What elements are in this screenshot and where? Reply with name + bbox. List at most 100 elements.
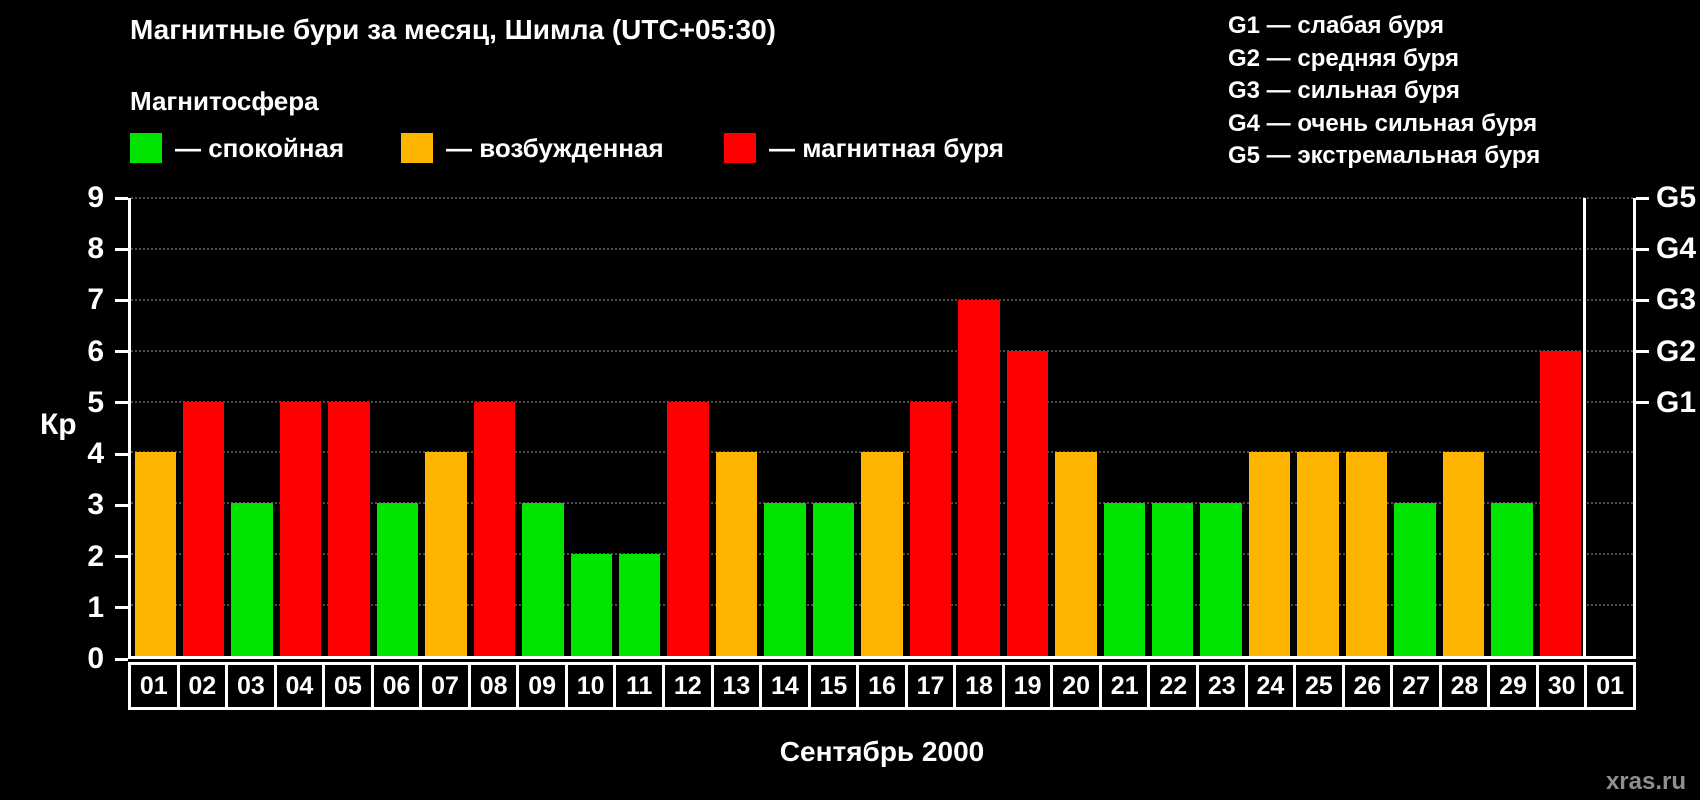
day-cell-5: 05 bbox=[325, 662, 374, 710]
kp-bar-day-08 bbox=[473, 401, 516, 656]
legend-swatch-storm bbox=[724, 133, 756, 163]
kp-bar-day-26 bbox=[1345, 452, 1388, 656]
month-separator-line bbox=[1583, 198, 1587, 656]
y-tick-3 bbox=[115, 503, 128, 507]
legend-swatch-excited bbox=[401, 133, 433, 163]
g-scale-line-4: G4 — очень сильная буря bbox=[1228, 109, 1538, 137]
day-cell-27: 27 bbox=[1393, 662, 1442, 710]
right-tick-G5 bbox=[1636, 196, 1649, 200]
storm-scale-legend: G1 — слабая буря G2 — средняя буря G3 — си… bbox=[1228, 10, 1540, 173]
watermark: xras.ru bbox=[1605, 768, 1686, 795]
kp-bar-day-20 bbox=[1055, 452, 1097, 656]
y-tick-2 bbox=[115, 555, 128, 559]
kp-bar-day-03 bbox=[231, 503, 273, 656]
day-cell-10: 10 bbox=[567, 662, 617, 710]
kp-bar-day-18 bbox=[958, 299, 1000, 656]
right-tick-G3 bbox=[1636, 298, 1649, 302]
day-cell-1: 01 bbox=[128, 662, 180, 710]
kp-bar-day-15 bbox=[812, 503, 855, 656]
right-tick-G2 bbox=[1636, 350, 1649, 354]
right-tick-label-G2: G2 bbox=[1656, 334, 1697, 368]
chart-title: Магнитные бури за месяц, Шимла (UTC+05:3… bbox=[130, 14, 776, 45]
legend-item-storm: — магнитная буря bbox=[724, 130, 1004, 166]
right-tick-label-G1: G1 bbox=[1656, 385, 1697, 419]
gridline-kp-8 bbox=[131, 247, 1633, 250]
kp-bar-day-27 bbox=[1394, 503, 1436, 656]
kp-bar-day-01 bbox=[134, 452, 176, 656]
legend-swatch-quiet bbox=[130, 133, 162, 163]
day-cell-30: 30 bbox=[1538, 662, 1588, 710]
y-tick-0 bbox=[115, 657, 128, 661]
kp-bar-day-13 bbox=[715, 452, 758, 656]
day-cell-31: 01 bbox=[1587, 662, 1636, 710]
day-cell-22: 22 bbox=[1150, 662, 1200, 710]
y-axis: 0 1 2 3 4 5 6 7 8 9 bbox=[0, 181, 128, 675]
plot-area bbox=[128, 197, 1636, 659]
kp-bar-day-16 bbox=[861, 452, 903, 656]
kp-bar-day-25 bbox=[1297, 452, 1339, 656]
day-cell-8: 08 bbox=[470, 662, 520, 710]
y-tick-label-6: 6 bbox=[87, 334, 104, 368]
y-tick-7 bbox=[115, 298, 128, 302]
day-cell-4: 04 bbox=[276, 662, 326, 710]
day-cell-11: 11 bbox=[616, 662, 666, 710]
right-axis: G1 G2 G3 G4 G5 bbox=[1636, 181, 1700, 659]
kp-bar-day-22 bbox=[1151, 503, 1194, 656]
kp-bar-day-17 bbox=[909, 401, 952, 656]
legend-title: Магнитосфера bbox=[130, 86, 319, 116]
g-scale-line-2: G2 — средняя буря bbox=[1228, 44, 1459, 72]
day-cell-20: 20 bbox=[1053, 662, 1102, 710]
day-cell-25: 25 bbox=[1296, 662, 1345, 710]
x-axis-day-labels: 01 02 03 04 05 06 07 08 09 10 11 12 13 14 15 16 17 18 19 20… bbox=[128, 662, 1636, 710]
y-tick-5 bbox=[115, 401, 128, 405]
kp-bar-day-12 bbox=[667, 401, 709, 656]
day-cell-19: 19 bbox=[1004, 662, 1054, 710]
kp-bar-day-19 bbox=[1006, 350, 1049, 656]
legend-label-quiet: — спокойная bbox=[175, 132, 345, 163]
y-tick-label-4: 4 bbox=[87, 437, 104, 471]
gridline-kp-9 bbox=[131, 197, 1633, 199]
kp-bar-day-06 bbox=[376, 503, 419, 656]
x-axis-title: Сентябрь 2000 bbox=[779, 736, 985, 767]
day-cell-9: 09 bbox=[519, 662, 568, 710]
g-scale-line-1: G1 — слабая буря bbox=[1228, 12, 1445, 39]
y-tick-label-8: 8 bbox=[87, 232, 104, 266]
day-cell-28: 28 bbox=[1441, 662, 1491, 710]
gridline-kp-7 bbox=[131, 298, 1633, 301]
y-tick-label-2: 2 bbox=[87, 539, 104, 573]
kp-bar-day-30 bbox=[1539, 350, 1582, 656]
y-tick-4 bbox=[115, 452, 128, 456]
day-cell-2: 02 bbox=[179, 662, 229, 710]
y-tick-label-1: 1 bbox=[87, 590, 104, 624]
gridline-kp-6 bbox=[131, 349, 1633, 352]
day-cell-3: 03 bbox=[228, 662, 277, 710]
right-tick-label-G3: G3 bbox=[1656, 283, 1697, 317]
day-cell-6: 06 bbox=[373, 662, 423, 710]
legend-item-quiet: — спокойная bbox=[130, 130, 344, 166]
kp-bar-day-09 bbox=[522, 503, 564, 656]
kp-bar-day-11 bbox=[619, 554, 661, 656]
day-cell-23: 23 bbox=[1199, 662, 1248, 710]
legend-label-excited: — возбужденная bbox=[446, 132, 664, 163]
day-cell-13: 13 bbox=[713, 662, 763, 710]
kp-bar-day-10 bbox=[570, 554, 612, 656]
legend-item-excited: — возбужденная bbox=[401, 130, 664, 166]
g-scale-line-5: G5 — экстремальная буря bbox=[1228, 142, 1541, 169]
right-tick-G4 bbox=[1636, 247, 1649, 251]
kp-bar-day-02 bbox=[182, 401, 225, 656]
y-tick-label-0: 0 bbox=[87, 642, 104, 675]
y-tick-label-9: 9 bbox=[87, 181, 104, 214]
day-cell-14: 14 bbox=[762, 662, 811, 710]
day-cell-16: 16 bbox=[859, 662, 908, 710]
day-cell-29: 29 bbox=[1490, 662, 1539, 710]
day-cell-24: 24 bbox=[1247, 662, 1297, 710]
kp-bar-day-14 bbox=[764, 503, 806, 656]
day-cell-18: 18 bbox=[956, 662, 1005, 710]
day-cell-17: 17 bbox=[907, 662, 957, 710]
right-tick-label-G4: G4 bbox=[1656, 232, 1697, 266]
kp-bar-day-05 bbox=[328, 401, 370, 656]
magnetosphere-legend: — спокойная — возбужденная — магнитная бур… bbox=[130, 130, 1130, 166]
y-tick-6 bbox=[115, 350, 128, 354]
g-scale-line-3: G3 — сильная буря bbox=[1228, 77, 1460, 104]
